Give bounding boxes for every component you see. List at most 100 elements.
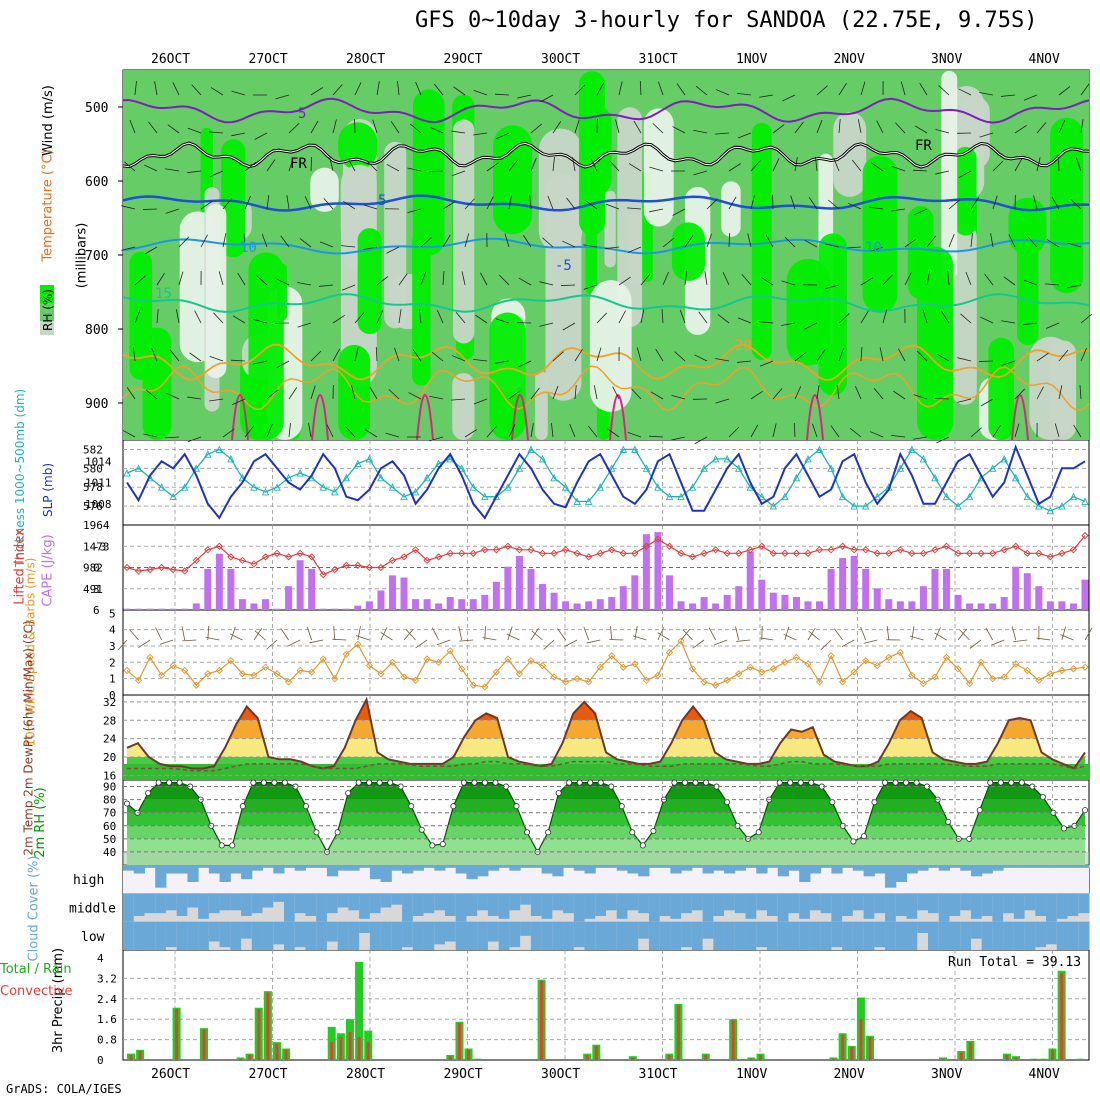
precip-conv-bar — [476, 1059, 480, 1060]
thickness-marker — [400, 492, 408, 501]
wind-barb — [332, 348, 341, 362]
wind-barb — [848, 202, 862, 210]
cloud-bar — [659, 893, 671, 916]
rh-marker — [481, 779, 488, 786]
lifted-index-marker — [1035, 549, 1043, 557]
wind-barb — [586, 639, 601, 644]
wind-barb — [895, 122, 906, 134]
rh-shade-blob — [248, 252, 284, 440]
x-tick-label-bottom: 27OCT — [249, 1067, 288, 1082]
precip-conv-bar — [859, 1019, 863, 1060]
wind-barb — [935, 170, 950, 175]
wind-barb — [914, 208, 928, 216]
cloud-bar — [155, 893, 167, 914]
x-tick-label-top: 28OCT — [346, 52, 385, 67]
wind-barb — [765, 234, 774, 248]
legend-precip-convective: Convective — [0, 984, 73, 999]
cloud-bar — [831, 893, 843, 922]
rh-marker — [1008, 779, 1015, 786]
precip-conv-bar — [868, 1037, 872, 1060]
thickness-marker — [481, 492, 489, 501]
cape-bar — [596, 599, 604, 610]
cloud-bar — [584, 865, 596, 874]
wind-speed-marker — [885, 653, 893, 662]
lifted-index-marker — [261, 553, 270, 561]
wind-barb — [596, 312, 608, 324]
wind-barb — [979, 132, 994, 138]
wind-barb — [713, 639, 728, 646]
cloud-bar — [391, 921, 403, 950]
wind-barb — [308, 423, 312, 438]
wind-barb — [386, 246, 400, 254]
cape-bar — [412, 599, 420, 610]
wind-barb — [376, 81, 380, 96]
cloud-bar — [799, 921, 811, 950]
lifted-index-marker — [862, 546, 870, 554]
wind-barb — [376, 276, 389, 286]
wind-barb — [420, 237, 432, 248]
wind-barb — [397, 81, 400, 96]
wind-barb — [1076, 157, 1082, 172]
wind-barb — [366, 160, 378, 172]
cloud-bar — [445, 865, 457, 868]
wind-speed-marker — [504, 655, 512, 663]
cloud-bar — [852, 893, 865, 911]
x-tick-label-bottom: 30OCT — [541, 1067, 580, 1082]
lifted-index-marker — [758, 542, 766, 550]
cape-bar — [1081, 579, 1089, 610]
cloud-bar — [606, 921, 618, 950]
wind-barb — [958, 170, 972, 179]
cape-bar — [608, 597, 616, 610]
y-tick-label: 40 — [103, 846, 116, 859]
cloud-bar — [616, 865, 628, 871]
wind-speed-marker — [146, 653, 154, 662]
rh-legend-swatch — [40, 321, 54, 335]
wind-barb — [398, 309, 402, 324]
cloud-bar — [981, 921, 993, 950]
cape-bar — [435, 603, 443, 610]
y-tick-label: 1008 — [85, 498, 112, 511]
wind-speed-marker — [896, 648, 904, 657]
cape-bar — [896, 601, 904, 610]
cloud-bar — [949, 921, 961, 950]
wind-barb — [936, 353, 950, 362]
wind-barb — [1067, 242, 1082, 248]
cape-bar — [954, 594, 962, 610]
lifted-index-marker — [712, 546, 720, 554]
wind-barb — [244, 425, 254, 438]
cloud-bar — [498, 893, 510, 919]
rh-marker — [871, 799, 878, 806]
cape-bar — [446, 597, 454, 610]
wind-barb — [759, 637, 774, 641]
lifted-index-marker — [238, 556, 247, 565]
wind-barb — [750, 195, 755, 210]
y-tick-label: 4 — [97, 952, 104, 965]
cloud-bar — [466, 921, 478, 950]
y-tick-label: 982 — [83, 562, 103, 575]
wind-speed-marker — [815, 678, 824, 686]
wind-barb — [965, 271, 972, 286]
cape-bar — [746, 551, 754, 610]
cloud-bar — [176, 921, 188, 950]
wind-barb — [1033, 195, 1038, 210]
thickness-marker — [261, 487, 270, 496]
cloud-bar — [702, 893, 714, 922]
cloud-bar — [552, 921, 564, 950]
lifted-index-marker — [873, 549, 881, 557]
cloud-bar — [391, 893, 403, 905]
cloud-bar — [187, 865, 199, 882]
cloud-bar — [820, 893, 832, 914]
cape-bar — [296, 560, 304, 610]
y-tick-label: 1.6 — [97, 1013, 117, 1026]
wind-barb — [957, 398, 972, 403]
wind-barb — [169, 349, 180, 362]
wind-barb — [1058, 86, 1071, 96]
thickness-marker — [1081, 497, 1089, 505]
cloud-bar — [648, 921, 661, 950]
wind-barb — [934, 626, 941, 641]
wind-speed-marker — [954, 665, 962, 673]
rh-marker — [987, 779, 994, 786]
y-tick-label: 0 — [97, 1054, 104, 1067]
wind-barb — [634, 626, 638, 641]
cloud-bar — [380, 921, 392, 950]
